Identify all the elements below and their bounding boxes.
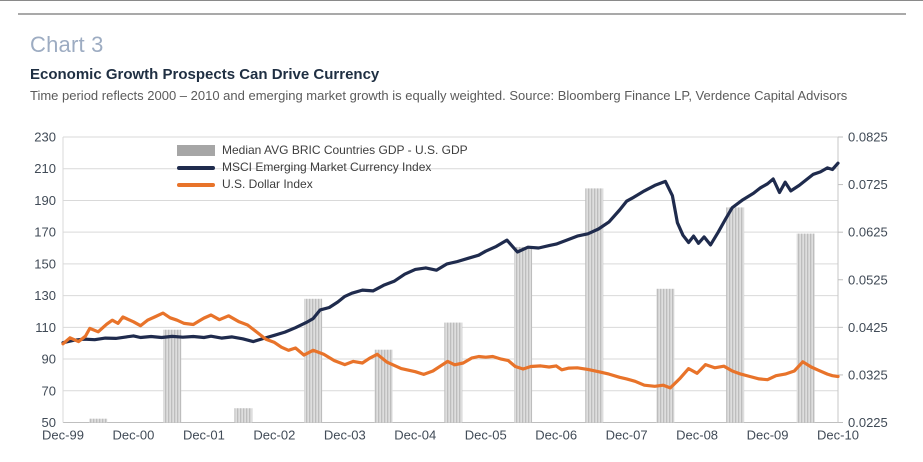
legend-label-usd: U.S. Dollar Index [222,177,313,191]
line-swatch-msci-icon [177,165,215,170]
svg-text:Dec-05: Dec-05 [465,428,507,443]
legend-item-usd: U.S. Dollar Index [177,177,468,191]
svg-text:0.0225: 0.0225 [848,415,888,430]
svg-text:Dec-02: Dec-02 [253,428,295,443]
legend-item-msci: MSCI Emerging Market Currency Index [177,160,468,174]
svg-text:Dec-09: Dec-09 [747,428,789,443]
svg-text:230: 230 [34,130,56,145]
legend-item-bric-gdp: Median AVG BRIC Countries GDP - U.S. GDP [177,143,468,157]
svg-text:70: 70 [42,383,56,398]
chart-number-title: Chart 3 [30,32,104,57]
bar-swatch-icon [177,145,215,156]
svg-text:0.0525: 0.0525 [848,272,888,287]
svg-text:Dec-03: Dec-03 [324,428,366,443]
line-swatch-usd-icon [177,182,215,187]
svg-text:Dec-00: Dec-00 [112,428,154,443]
svg-text:Dec-04: Dec-04 [394,428,436,443]
svg-text:Dec-99: Dec-99 [42,428,84,443]
svg-text:Dec-08: Dec-08 [676,428,718,443]
svg-text:190: 190 [34,193,56,208]
svg-text:Dec-01: Dec-01 [183,428,225,443]
svg-text:150: 150 [34,256,56,271]
svg-text:0.0625: 0.0625 [848,225,888,240]
svg-text:0.0325: 0.0325 [848,367,888,382]
header-rule [18,13,906,15]
svg-text:0.0725: 0.0725 [848,177,888,192]
svg-text:90: 90 [42,352,56,367]
svg-text:110: 110 [35,320,56,335]
legend-label-bric-gdp: Median AVG BRIC Countries GDP - U.S. GDP [222,143,468,157]
svg-text:130: 130 [34,288,56,303]
legend-label-msci: MSCI Emerging Market Currency Index [222,160,432,174]
chart-subtitle: Time period reflects 2000 – 2010 and eme… [30,88,848,103]
chart-heading: Economic Growth Prospects Can Drive Curr… [30,66,380,83]
svg-text:210: 210 [34,161,56,176]
svg-text:170: 170 [34,225,56,240]
svg-text:0.0425: 0.0425 [848,320,888,335]
svg-text:0.0825: 0.0825 [848,130,888,145]
svg-text:Dec-07: Dec-07 [606,428,648,443]
top-border-line [0,0,923,1]
svg-text:Dec-10: Dec-10 [817,428,859,443]
svg-text:Dec-06: Dec-06 [535,428,577,443]
chart-legend: Median AVG BRIC Countries GDP - U.S. GDP… [177,143,468,191]
svg-text:50: 50 [42,415,56,430]
